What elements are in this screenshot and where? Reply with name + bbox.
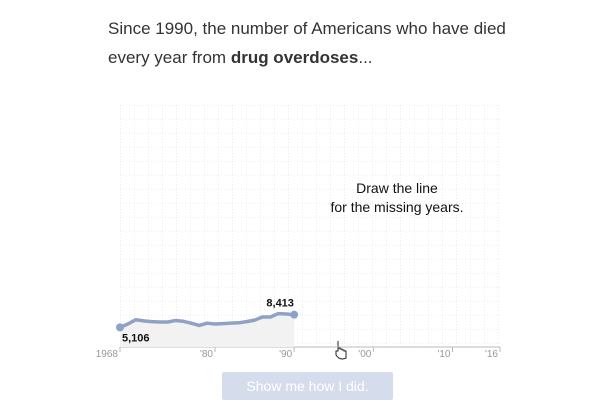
x-tick-label: '90 bbox=[279, 349, 292, 360]
grid bbox=[120, 105, 500, 347]
intro-bold: drug overdoses bbox=[230, 48, 359, 67]
value-label: 5,106 bbox=[122, 332, 150, 344]
endpoint bbox=[116, 323, 124, 332]
line bbox=[119, 311, 295, 329]
endpoint bbox=[290, 310, 299, 319]
annotation: Draw the line bbox=[356, 180, 438, 196]
x-tick-label: 1968 bbox=[96, 349, 119, 360]
x-tick-label: '16 bbox=[485, 349, 498, 360]
value-label: 8,413 bbox=[266, 298, 294, 310]
x-tick-label: '00 bbox=[358, 349, 371, 360]
x-tick-label: '80 bbox=[200, 349, 213, 360]
x-tick-label: '10 bbox=[437, 349, 450, 360]
annotation: for the missing years. bbox=[330, 199, 463, 215]
intro-end: ... bbox=[358, 48, 373, 67]
show-button[interactable]: Show me how I did. bbox=[222, 372, 393, 400]
intro-text: Since 1990, the number of Americans who … bbox=[108, 19, 506, 67]
hand-cursor bbox=[335, 341, 347, 360]
intro: Since 1990, the number of Americans who … bbox=[108, 14, 528, 72]
